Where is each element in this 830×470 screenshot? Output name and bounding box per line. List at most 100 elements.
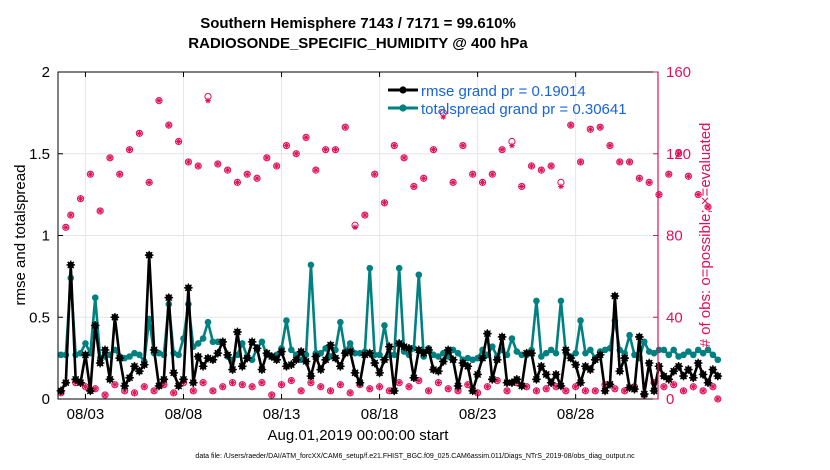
obs-evaluated-point <box>77 195 84 202</box>
obs-evaluated-point <box>298 388 304 394</box>
obs-evaluated-point <box>254 175 260 182</box>
rmse-point-star <box>71 375 80 384</box>
chart-title: Southern Hemisphere 7143 / 7171 = 99.610… <box>200 15 516 32</box>
totalspread-point <box>621 349 628 357</box>
rmse-point-star <box>429 365 438 374</box>
obs-evaluated-point <box>283 142 290 149</box>
obs-evaluated-point <box>195 163 201 169</box>
totalspread-point <box>449 346 457 354</box>
rmse-point-star <box>345 347 355 356</box>
rmse-point-star <box>434 366 443 376</box>
obs-possible-point <box>67 211 75 219</box>
rmse-point-star <box>115 353 125 363</box>
rmse-point-star <box>355 378 365 387</box>
obs-possible-point <box>380 199 389 207</box>
totalspread-point <box>454 349 462 357</box>
obs-evaluated-point <box>82 383 89 390</box>
obs-possible-point <box>155 97 163 105</box>
obs-evaluated-point <box>646 179 652 186</box>
obs-possible-point <box>297 387 305 395</box>
totalspread-point <box>631 351 638 359</box>
totalspread-point <box>283 317 290 324</box>
rmse-point-star <box>95 358 105 368</box>
rmse-point-star <box>301 357 311 366</box>
y-tick-label-right: 120 <box>666 146 691 163</box>
rmse-point-star <box>267 352 277 361</box>
rmse-point-star <box>365 348 375 358</box>
rmse-point-star <box>350 368 360 378</box>
obs-evaluated-point <box>244 171 251 177</box>
obs-possible-point <box>86 170 94 178</box>
obs-evaluated-point <box>411 183 417 190</box>
obs-evaluated-point <box>116 171 123 177</box>
rmse-point-star <box>257 365 267 374</box>
obs-evaluated-point <box>366 385 373 392</box>
obs-evaluated-point <box>259 379 265 386</box>
totalspread-point <box>489 343 496 350</box>
obs-evaluated-point <box>445 385 451 392</box>
rmse-point-star <box>311 352 321 361</box>
obs-evaluated-point <box>376 383 383 390</box>
obs-possible-point <box>390 141 398 150</box>
obs-evaluated-point <box>553 383 559 390</box>
obs-evaluated-point <box>680 388 687 394</box>
obs-evaluated-point <box>626 159 633 165</box>
obs-evaluated-point <box>582 388 589 394</box>
obs-evaluated-point <box>175 138 182 145</box>
rmse-point-star <box>326 340 335 350</box>
rmse-point-star <box>272 355 281 365</box>
obs-evaluated-point <box>136 130 143 137</box>
obs-possible-point <box>96 207 104 215</box>
obs-evaluated-point <box>170 390 177 396</box>
obs-possible-point <box>400 154 408 162</box>
obs-evaluated-point <box>141 383 148 390</box>
obs-evaluated-point <box>592 388 599 394</box>
obs-evaluated-point <box>112 381 118 388</box>
rmse-point-star <box>473 370 482 379</box>
obs-evaluated-point <box>67 212 74 218</box>
totalspread-point <box>435 353 442 360</box>
rmse-point-star <box>238 362 247 371</box>
obs-evaluated-point <box>362 212 368 218</box>
rmse-point-star <box>571 360 580 369</box>
rmse-point-star <box>703 378 713 387</box>
obs-possible-point <box>150 387 158 395</box>
obs-evaluated-point <box>538 167 545 173</box>
obs-possible-point <box>434 379 442 387</box>
obs-possible-point <box>282 141 291 150</box>
totalspread-point <box>82 340 89 347</box>
obs-evaluated-point <box>670 381 677 388</box>
obs-possible-point <box>287 377 295 385</box>
totalspread-point <box>513 348 521 355</box>
obs-evaluated-point <box>200 379 206 386</box>
obs-possible-point <box>209 387 217 395</box>
obs-evaluated-point <box>636 175 643 182</box>
obs-possible-point <box>219 383 227 391</box>
rmse-point-star <box>483 329 492 338</box>
rmse-point-star <box>698 370 708 379</box>
rmse-point-star <box>105 375 115 384</box>
obs-evaluated-point <box>219 383 226 390</box>
rmse-point-star <box>380 355 389 365</box>
obs-possible-point <box>140 383 148 391</box>
obs-evaluated-point <box>224 167 231 173</box>
rmse-point-star <box>409 373 419 383</box>
obs-possible-point <box>302 133 310 141</box>
obs-evaluated-point <box>121 388 128 394</box>
rmse-point-star <box>527 348 536 358</box>
obs-possible-point <box>547 162 555 170</box>
obs-possible-point <box>503 387 511 395</box>
x-tick-label: 08/28 <box>557 406 595 423</box>
obs-evaluated-point <box>690 383 697 390</box>
obs-evaluated-point <box>577 159 584 165</box>
obs-evaluated-point <box>523 383 530 390</box>
y-tick-label-right: 0 <box>666 391 674 408</box>
rmse-point-star <box>193 352 203 361</box>
obs-possible-point <box>331 146 340 154</box>
rmse-point-star <box>306 371 316 381</box>
obs-possible-point <box>375 383 384 391</box>
obs-possible-point <box>694 191 702 199</box>
rmse-point-star <box>385 342 394 351</box>
rmse-point-star <box>669 366 678 376</box>
rmse-point-star <box>262 348 272 358</box>
